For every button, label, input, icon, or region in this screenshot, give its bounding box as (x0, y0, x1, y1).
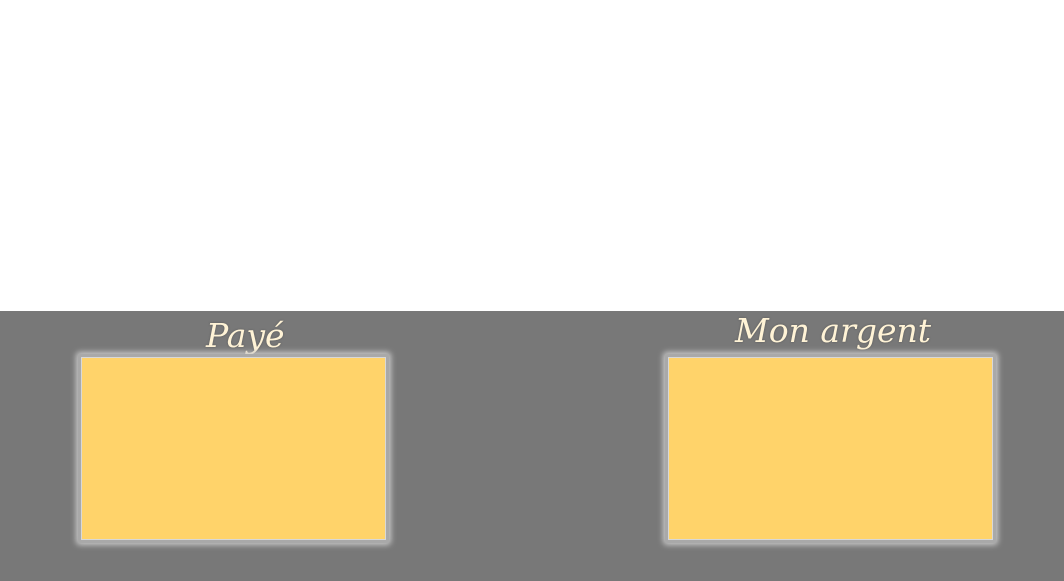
paid-drop-zone[interactable] (78, 354, 389, 543)
my-money-zone[interactable] (665, 354, 996, 543)
my-money-label: Mon argent (735, 311, 932, 350)
paid-label: Payé (206, 316, 285, 355)
money-panel: Payé Mon argent (0, 311, 1064, 581)
play-area (0, 0, 1064, 311)
